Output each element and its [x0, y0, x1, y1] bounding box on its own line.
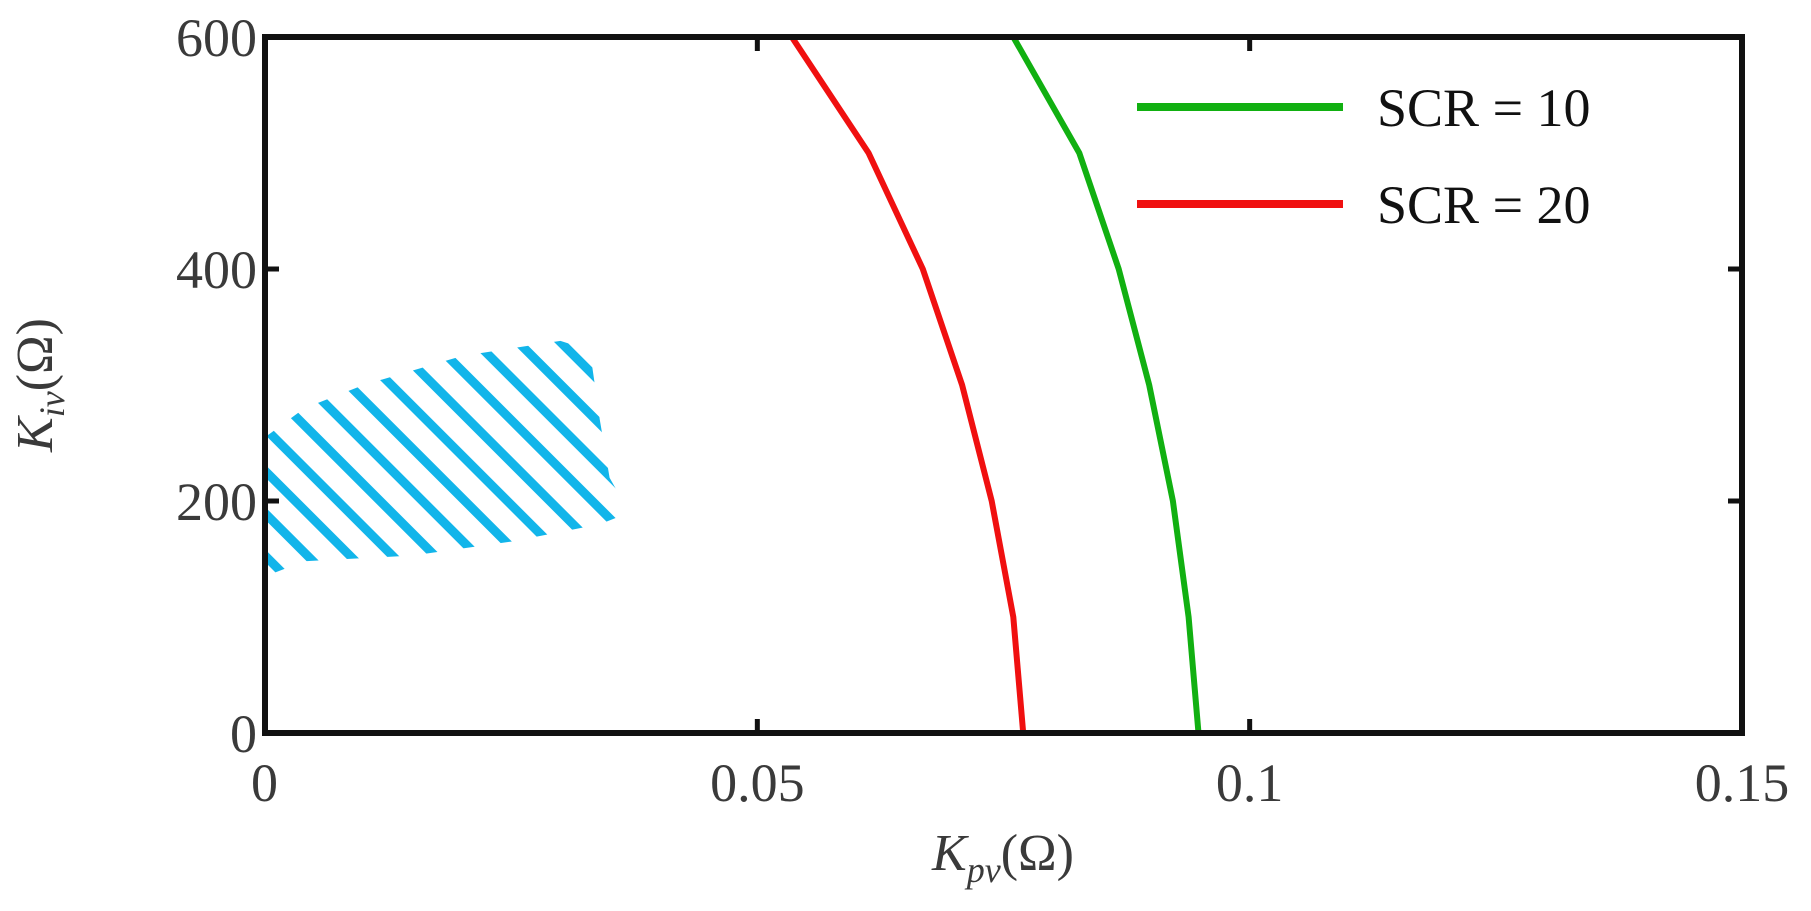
- x-tick-label: 0: [251, 753, 278, 813]
- x-tick-label: 0.05: [710, 753, 805, 813]
- hatched-region-area: [265, 340, 630, 577]
- y-axis-label: Kiv(Ω): [7, 318, 72, 453]
- tick-layer: 0 0.05 0.1 0.15 0 200 400 600: [176, 8, 1789, 813]
- legend: SCR = 10 SCR = 20: [1137, 78, 1591, 235]
- y-tick-label: 200: [176, 472, 257, 532]
- y-tick-label: 0: [230, 704, 257, 764]
- x-axis-label: Kpv(Ω): [931, 825, 1074, 890]
- legend-label: SCR = 10: [1377, 78, 1591, 138]
- x-tick-label: 0.1: [1216, 753, 1284, 813]
- series-line-1: [1010, 37, 1202, 733]
- series-line-2: [789, 37, 1027, 733]
- y-tick-label: 600: [176, 8, 257, 68]
- y-tick-label: 400: [176, 240, 257, 300]
- series-layer: [789, 37, 1202, 733]
- x-tick-label: 0.15: [1695, 753, 1790, 813]
- plot-frame: [262, 34, 1745, 736]
- hatched-region: [265, 340, 630, 577]
- legend-label: SCR = 20: [1377, 175, 1591, 235]
